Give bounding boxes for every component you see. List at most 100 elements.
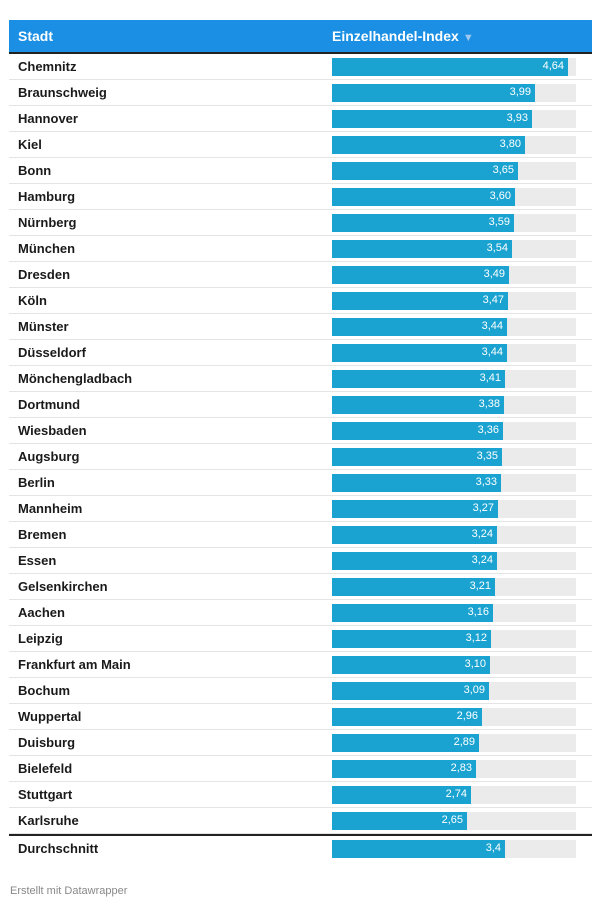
value-label: 3,99	[509, 86, 531, 98]
value-label: 3,60	[489, 190, 511, 202]
table-row: Leipzig 3,12	[9, 626, 592, 652]
table-row: Hamburg 3,60	[9, 184, 592, 210]
bar-track: 3,36	[332, 422, 576, 440]
value-label: 2,74	[445, 788, 467, 800]
index-bar	[332, 344, 507, 362]
bar-track: 3,27	[332, 500, 576, 518]
value-label: 3,35	[476, 450, 498, 462]
index-bar	[332, 526, 497, 544]
city-name: Bremen	[18, 527, 67, 542]
city-name: Hamburg	[18, 189, 76, 204]
bar-track: 2,96	[332, 708, 576, 726]
index-bar	[332, 474, 501, 492]
value-label: 3,12	[465, 632, 487, 644]
index-bar	[332, 396, 504, 414]
index-bar	[332, 292, 508, 310]
index-bar	[332, 162, 518, 180]
average-label: Durchschnitt	[18, 841, 99, 856]
bar-track: 3,44	[332, 344, 576, 362]
bar-track: 3,44	[332, 318, 576, 336]
table-row: Bielefeld 2,83	[9, 756, 592, 782]
bar-track: 3,65	[332, 162, 576, 180]
value-label: 3,21	[469, 580, 491, 592]
city-name: Düsseldorf	[18, 345, 86, 360]
table-row: Frankfurt am Main 3,10	[9, 652, 592, 678]
table-row: Kiel 3,80	[9, 132, 592, 158]
index-bar	[332, 734, 479, 752]
index-bar	[332, 682, 489, 700]
city-name: Kiel	[18, 137, 42, 152]
bar-track: 3,47	[332, 292, 576, 310]
index-bar	[332, 188, 515, 206]
value-label: 3,38	[478, 398, 500, 410]
city-name: Leipzig	[18, 631, 63, 646]
bar-track: 3,33	[332, 474, 576, 492]
index-bar	[332, 136, 525, 154]
value-label: 3,24	[471, 528, 493, 540]
table-row: Nürnberg 3,59	[9, 210, 592, 236]
city-name: Dresden	[18, 267, 71, 282]
city-name: Berlin	[18, 475, 55, 490]
column-header-index-label: Einzelhandel-Index	[332, 28, 459, 44]
average-separator	[9, 834, 592, 836]
index-bar	[332, 318, 507, 336]
city-name: Mönchengladbach	[18, 371, 133, 386]
value-label: 2,83	[450, 762, 472, 774]
bar-track: 3,16	[332, 604, 576, 622]
table-row: Karlsruhe 2,65	[9, 808, 592, 834]
value-label: 3,10	[464, 658, 486, 670]
index-bar	[332, 240, 512, 258]
index-bar	[332, 500, 498, 518]
city-name: Augsburg	[18, 449, 80, 464]
table-row: Braunschweig 3,99	[9, 80, 592, 106]
bar-track: 3,54	[332, 240, 576, 258]
city-name: Frankfurt am Main	[18, 657, 131, 672]
index-bar	[332, 110, 532, 128]
average-bar	[332, 840, 505, 858]
value-label: 3,27	[472, 502, 494, 514]
table-row: Chemnitz 4,64	[9, 54, 592, 80]
average-value-label: 3,4	[485, 842, 501, 854]
value-label: 3,80	[499, 138, 521, 150]
value-label: 3,65	[492, 164, 514, 176]
footer-credit[interactable]: Erstellt mit Datawrapper	[10, 885, 128, 897]
value-label: 2,96	[456, 710, 478, 722]
value-label: 2,89	[453, 736, 475, 748]
sort-descending-icon[interactable]: ▼	[462, 32, 474, 44]
table-row: Bonn 3,65	[9, 158, 592, 184]
bar-track: 3,93	[332, 110, 576, 128]
city-name: Duisburg	[18, 735, 76, 750]
city-name: Köln	[18, 293, 47, 308]
bar-track: 2,65	[332, 812, 576, 830]
table-row: Münster 3,44	[9, 314, 592, 340]
index-bar	[332, 266, 509, 284]
column-header-index[interactable]: Einzelhandel-Index ▼	[332, 28, 474, 44]
city-name: Bielefeld	[18, 761, 73, 776]
table-row: Düsseldorf 3,44	[9, 340, 592, 366]
bar-track: 3,4	[332, 840, 576, 858]
table-row: Wuppertal 2,96	[9, 704, 592, 730]
index-bar	[332, 214, 514, 232]
bar-track: 3,80	[332, 136, 576, 154]
column-header-city[interactable]: Stadt	[18, 28, 53, 44]
bar-track: 3,24	[332, 552, 576, 570]
index-bar	[332, 58, 568, 76]
value-label: 3,93	[506, 112, 528, 124]
value-label: 3,09	[463, 684, 485, 696]
bar-track: 3,35	[332, 448, 576, 466]
value-label: 3,33	[475, 476, 497, 488]
index-bar	[332, 422, 503, 440]
city-name: Bonn	[18, 163, 52, 178]
index-bar	[332, 604, 493, 622]
bar-track: 3,38	[332, 396, 576, 414]
index-bar	[332, 370, 505, 388]
table-header: Stadt Einzelhandel-Index ▼	[9, 20, 592, 54]
bar-track: 2,89	[332, 734, 576, 752]
bar-track: 3,09	[332, 682, 576, 700]
value-label: 3,54	[486, 242, 508, 254]
index-bar	[332, 708, 482, 726]
table-row: Aachen 3,16	[9, 600, 592, 626]
index-bar	[332, 630, 491, 648]
index-bar	[332, 656, 490, 674]
value-label: 3,36	[477, 424, 499, 436]
